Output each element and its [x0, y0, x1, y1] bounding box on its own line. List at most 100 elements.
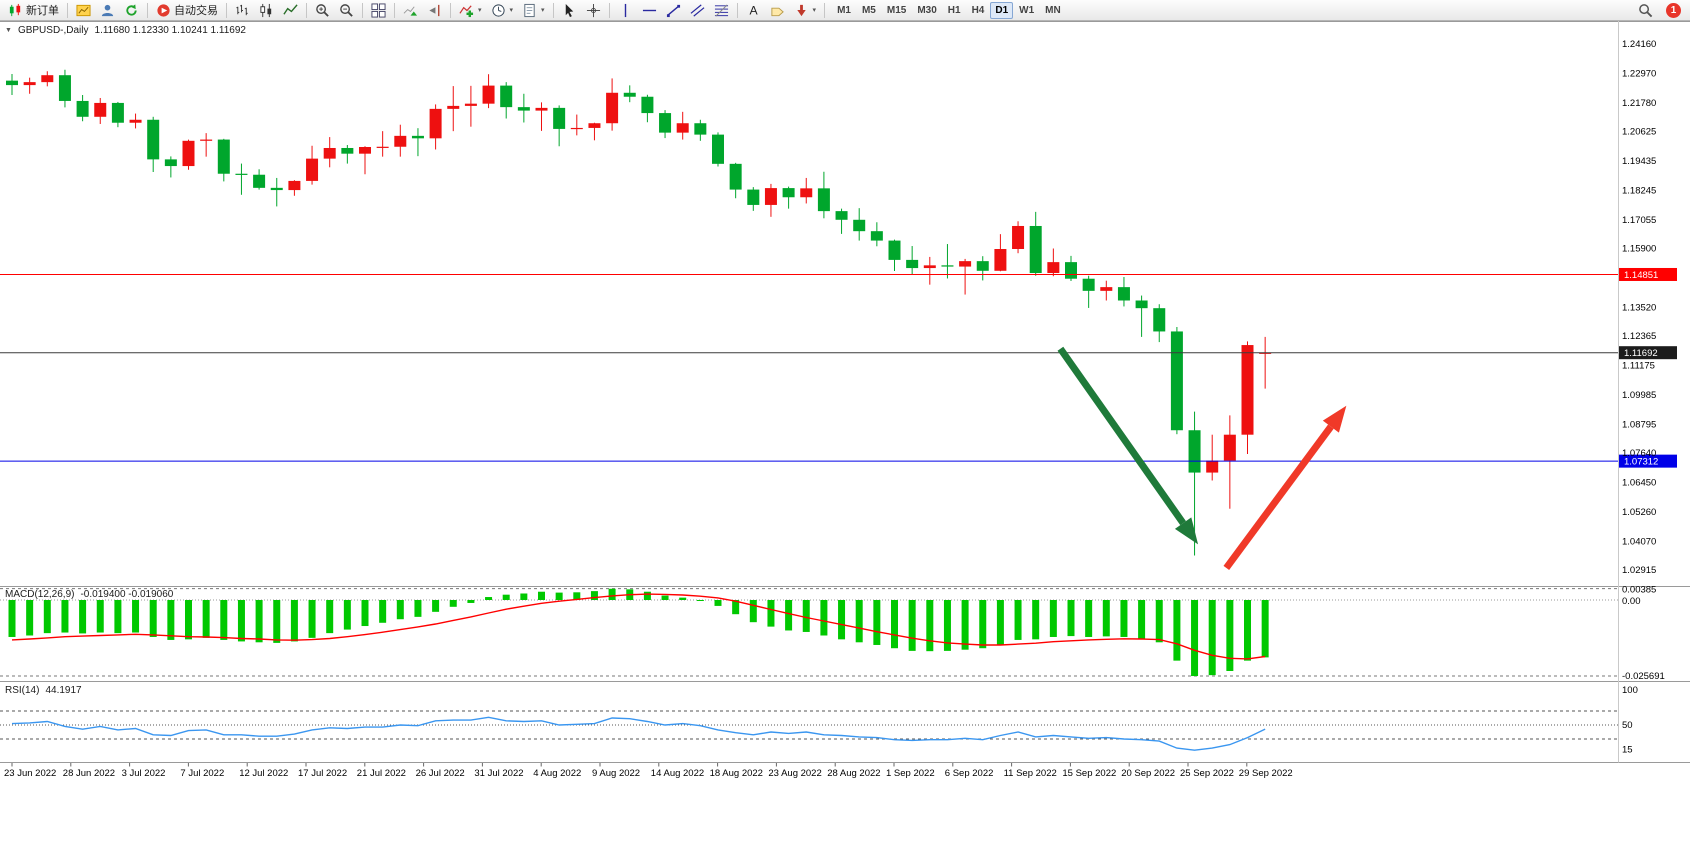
svg-text:1.20625: 1.20625: [1622, 127, 1656, 138]
svg-text:1.05260: 1.05260: [1622, 507, 1656, 518]
svg-text:12 Jul 2022: 12 Jul 2022: [239, 768, 288, 779]
toolbar-separator: [552, 2, 554, 18]
bar-chart-button[interactable]: [231, 1, 254, 20]
macd-signal-line: [11, 593, 1266, 660]
dropdown-caret-icon[interactable]: ▾: [812, 7, 817, 14]
svg-text:15 Sep 2022: 15 Sep 2022: [1062, 768, 1116, 779]
timeframe-button-m30[interactable]: M30: [912, 2, 941, 19]
toolbar-separator: [394, 2, 395, 18]
candles-series: [6, 69, 1272, 556]
templates-button[interactable]: ▾: [518, 1, 549, 20]
cursor-button[interactable]: [558, 1, 581, 20]
trendline-button[interactable]: [662, 1, 685, 20]
dropdown-caret-icon[interactable]: ▾: [541, 7, 545, 14]
data-window-icon: [100, 3, 115, 18]
new-order-button[interactable]: 新订单: [4, 1, 63, 20]
svg-text:11 Sep 2022: 11 Sep 2022: [1004, 768, 1057, 779]
candlestick-chart-button[interactable]: [255, 1, 278, 20]
svg-text:1.11692: 1.11692: [1624, 348, 1658, 359]
crosshair-button[interactable]: [582, 1, 605, 20]
timeframe-button-w1[interactable]: W1: [1014, 2, 1039, 19]
svg-text:0.00: 0.00: [1622, 596, 1641, 607]
svg-text:1.06450: 1.06450: [1622, 477, 1656, 488]
clock-icon: [491, 3, 506, 18]
label-icon: [770, 3, 785, 18]
timeframe-button-d1[interactable]: D1: [990, 1, 1014, 19]
navigator-button[interactable]: [120, 1, 143, 20]
svg-text:18 Aug 2022: 18 Aug 2022: [710, 768, 763, 779]
vertical-line-button[interactable]: [614, 1, 637, 20]
svg-text:1.07312: 1.07312: [1624, 457, 1658, 468]
timeframe-button-m1[interactable]: M1: [832, 2, 856, 19]
price-tag: [1619, 267, 1677, 281]
price-axis[interactable]: [1618, 21, 1690, 762]
chart-canvas[interactable]: 1.14851 1.11692 1.07312 1.24160 1.22970 1.217…: [0, 21, 1690, 842]
toolbar-separator: [67, 2, 68, 18]
cursor-icon: [562, 3, 577, 18]
svg-text:1 Sep 2022: 1 Sep 2022: [886, 768, 935, 779]
svg-text:1.02915: 1.02915: [1622, 565, 1656, 576]
chart-shift-button[interactable]: [423, 1, 446, 20]
equidistant-channel-button[interactable]: [686, 1, 709, 20]
timeframe-button-mn[interactable]: MN: [1040, 2, 1066, 19]
data-window-button[interactable]: [96, 1, 119, 20]
rsi-line: [11, 716, 1266, 751]
auto-trading-icon: [156, 3, 171, 18]
new-order-icon: [8, 3, 23, 18]
zoom-in-button[interactable]: [311, 1, 334, 20]
dropdown-caret-icon[interactable]: ▾: [509, 7, 514, 14]
hline-icon: [642, 3, 657, 18]
toolbar-right: 1: [1634, 1, 1686, 20]
svg-text:29 Sep 2022: 29 Sep 2022: [1239, 768, 1293, 779]
text-button[interactable]: A: [742, 1, 765, 20]
auto-scroll-button[interactable]: [399, 1, 422, 20]
timeframe-button-h1[interactable]: H1: [943, 2, 966, 19]
svg-text:1.24160: 1.24160: [1622, 39, 1656, 50]
market-watch-icon: [76, 3, 91, 18]
toolbar-separator: [147, 2, 148, 18]
svg-text:A: A: [749, 3, 758, 17]
macd-indicator-label: MACD(12,26,9): [5, 589, 75, 600]
dropdown-caret-icon[interactable]: ▾: [478, 7, 482, 14]
timeframe-button-m5[interactable]: M5: [857, 2, 881, 19]
price-axis-labels: 1.24160 1.22970 1.21780 1.20625 1.19435 1.182…: [1622, 39, 1656, 576]
svg-text:6 Sep 2022: 6 Sep 2022: [945, 768, 994, 779]
text-label-button[interactable]: [766, 1, 789, 20]
macd-indicator-values: -0.019400 -0.019060: [80, 589, 174, 600]
timeframe-button-h4[interactable]: H4: [967, 2, 990, 19]
one-click-trading-toggle[interactable]: ▼: [5, 27, 12, 34]
indicators-icon: [459, 3, 474, 18]
svg-text:20 Sep 2022: 20 Sep 2022: [1121, 768, 1175, 779]
template-icon: [522, 3, 537, 18]
toolbar-separator: [824, 2, 826, 18]
horizontal-line-button[interactable]: [638, 1, 661, 20]
arrows-tool-button[interactable]: ▾: [790, 1, 821, 20]
zoom-out-button[interactable]: [335, 1, 358, 20]
notifications-badge[interactable]: 1: [1666, 2, 1681, 18]
tile-windows-button[interactable]: [367, 1, 390, 20]
bullish-arrow[interactable]: [1223, 405, 1347, 570]
fibonacci-button[interactable]: [710, 1, 733, 20]
svg-text:1.21780: 1.21780: [1622, 98, 1656, 109]
auto-trading-button[interactable]: 自动交易: [152, 1, 222, 20]
line-chart-button[interactable]: [279, 1, 302, 20]
timeframe-button-m15[interactable]: M15: [882, 2, 911, 19]
navigator-icon: [124, 3, 139, 18]
toolbar-separator: [736, 2, 738, 18]
chart-symbol-label: GBPUSD-,Daily: [17, 25, 89, 36]
search-button[interactable]: [1634, 1, 1657, 20]
bearish-arrow[interactable]: [1057, 346, 1199, 545]
indicators-button[interactable]: ▾: [455, 1, 486, 20]
chart-shift-icon: [427, 3, 442, 18]
svg-text:1.13520: 1.13520: [1622, 302, 1656, 313]
svg-text:17 Jul 2022: 17 Jul 2022: [298, 768, 347, 779]
zoom-in-icon: [315, 3, 330, 18]
market-watch-button[interactable]: [72, 1, 95, 20]
time-axis[interactable]: [0, 763, 1618, 785]
periods-button[interactable]: ▾: [487, 1, 518, 20]
svg-text:31 Jul 2022: 31 Jul 2022: [474, 768, 523, 779]
line-icon: [283, 3, 298, 18]
vline-icon: [618, 3, 633, 18]
rsi-indicator-label: RSI(14): [5, 685, 40, 696]
svg-text:28 Aug 2022: 28 Aug 2022: [827, 768, 880, 779]
